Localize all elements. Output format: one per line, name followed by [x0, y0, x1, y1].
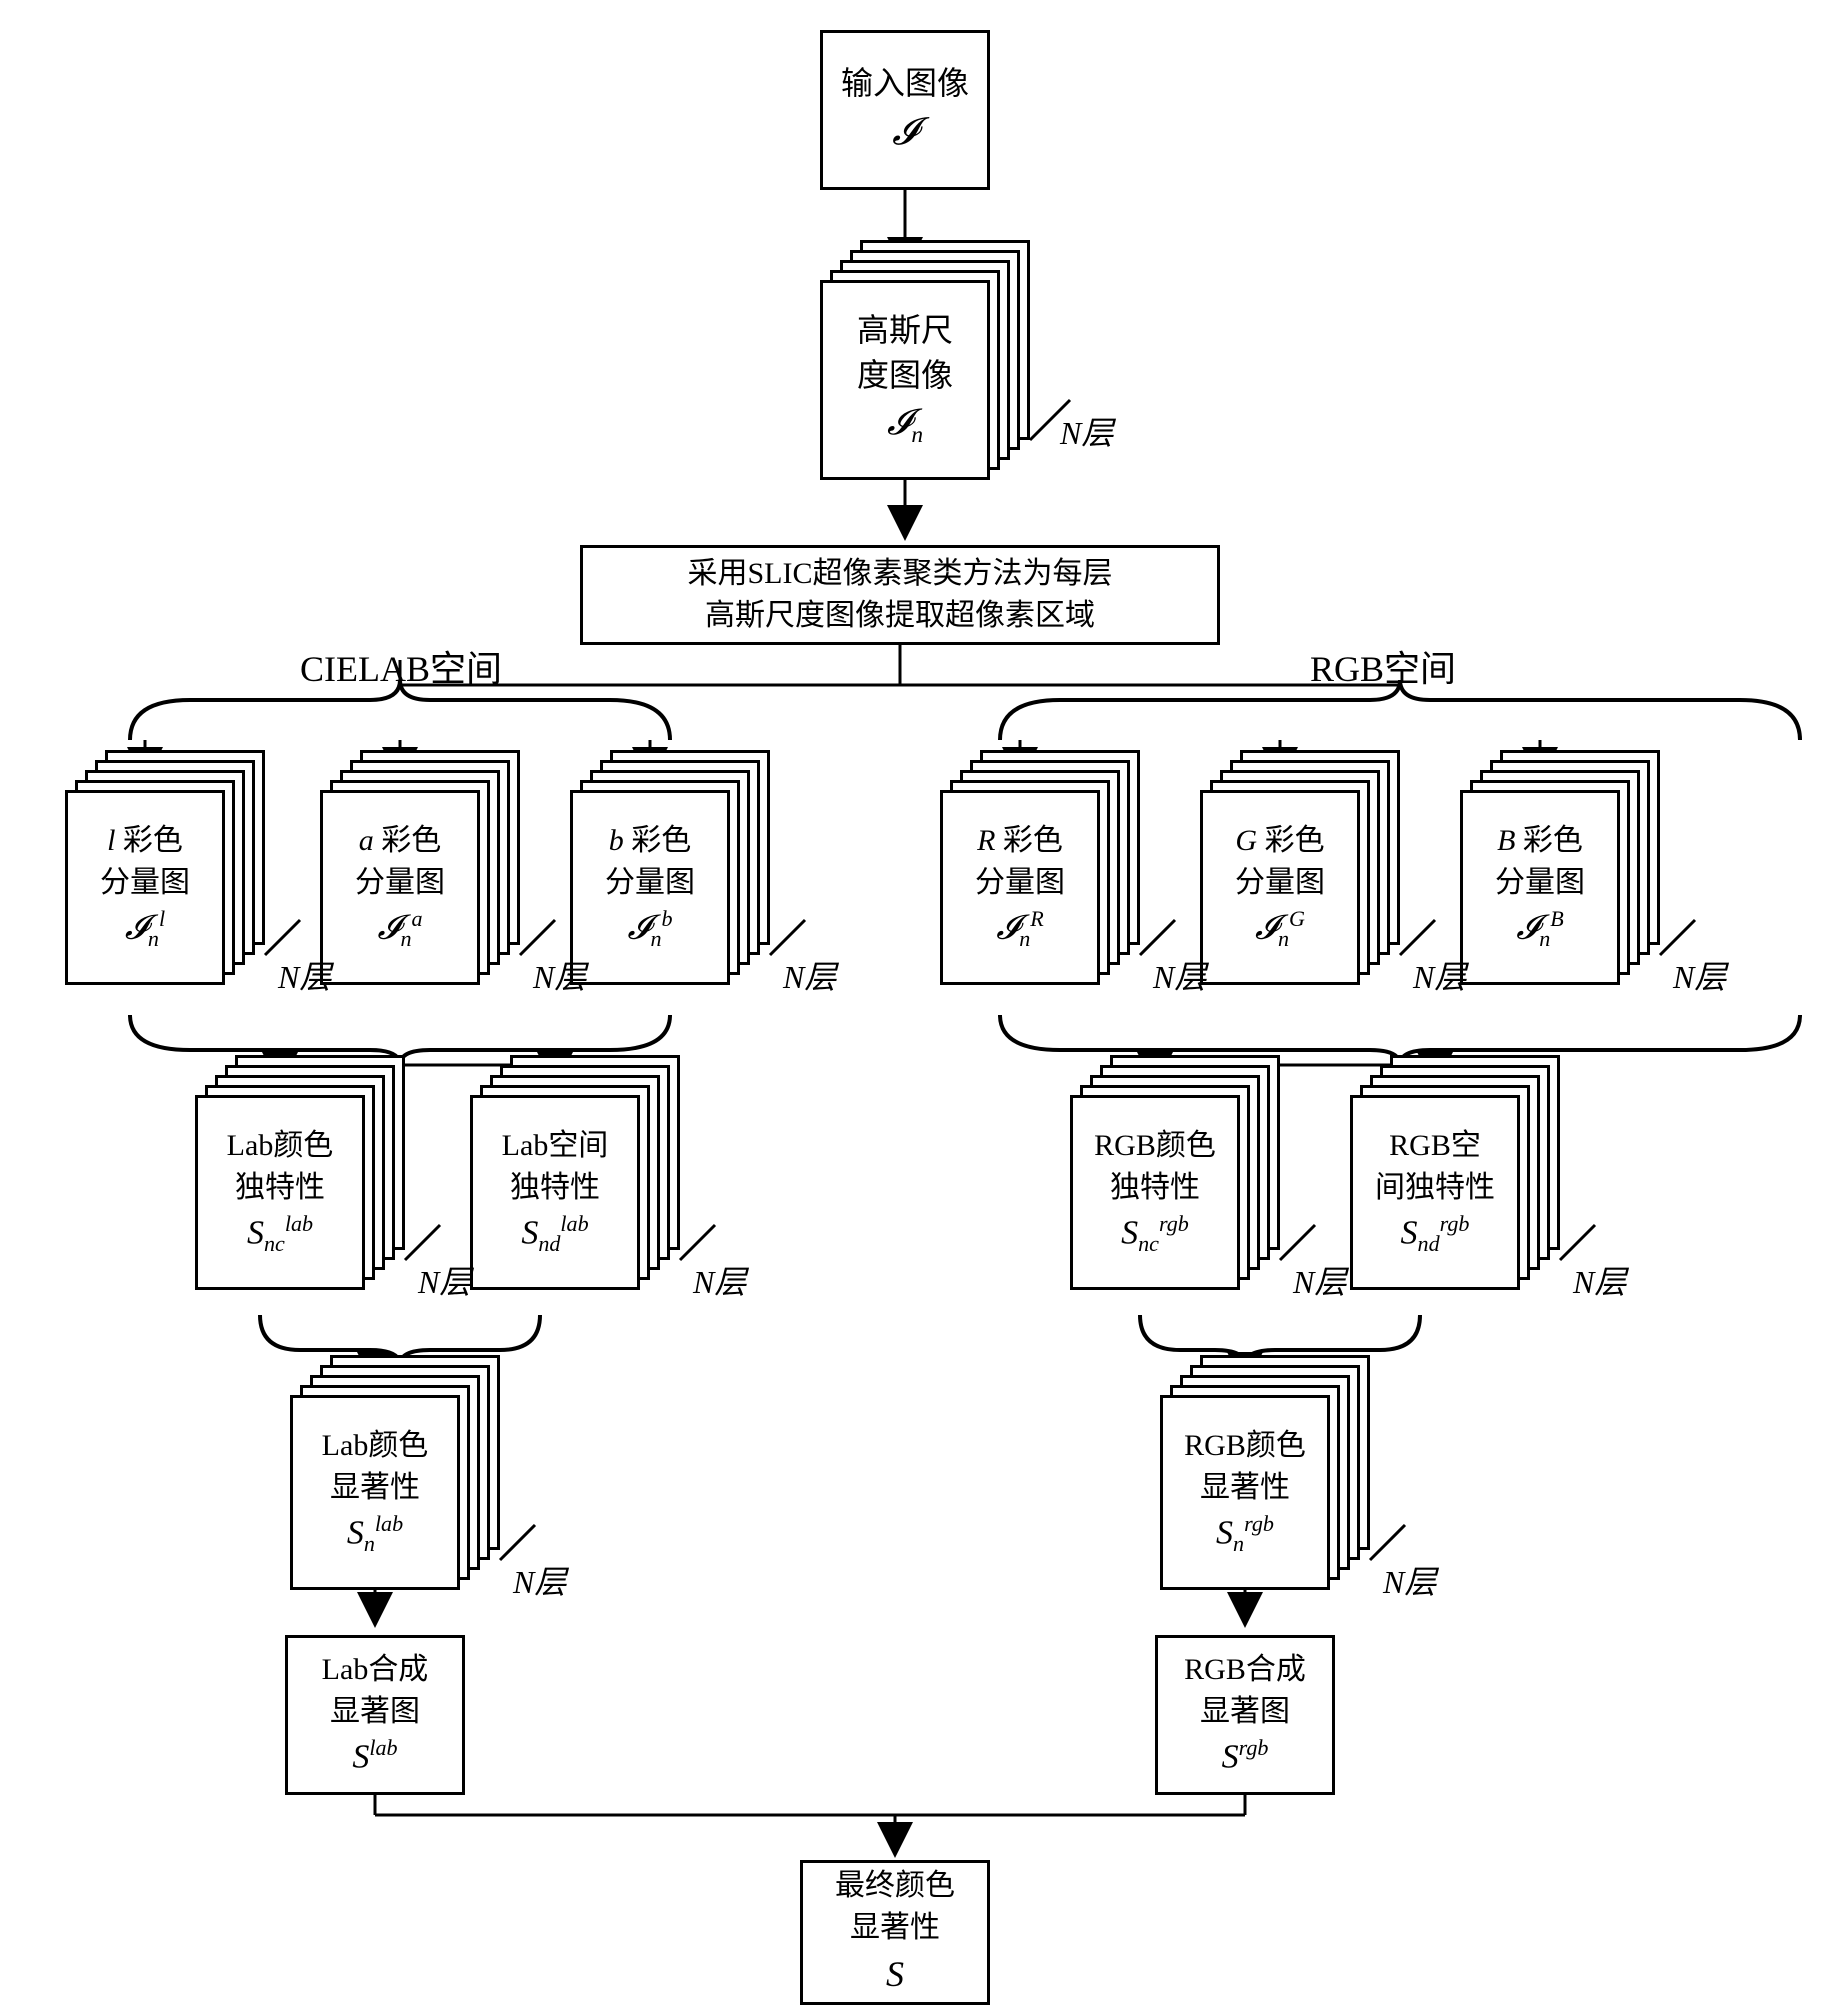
node-l-comp: l l 彩色彩色 分量图 𝓘nl: [65, 790, 225, 985]
input-line1: 输入图像: [841, 61, 969, 106]
nlayer-b: N层: [783, 952, 836, 998]
nlayer-labsal: N层: [513, 1557, 566, 1603]
cielab-label: CIELAB空间: [300, 640, 502, 692]
node-rgb-sal: RGB颜色 显著性 Snrgb: [1160, 1395, 1330, 1590]
node-lab-sal: Lab颜色 显著性 Snlab: [290, 1395, 460, 1590]
node-input: 输入图像 𝓘: [820, 30, 990, 190]
nlayer-l: N层: [278, 952, 331, 998]
nlayer-r: N层: [1153, 952, 1206, 998]
node-r-comp: R 彩色 分量图 𝓘nR: [940, 790, 1100, 985]
nlayer-rgbspace: N层: [1573, 1257, 1626, 1303]
node-b-comp: b 彩色 分量图 𝓘nb: [570, 790, 730, 985]
nlayer-rgbsal: N层: [1383, 1557, 1436, 1603]
node-gauss-stack: 高斯尺 度图像 𝓘n: [820, 280, 990, 480]
node-lab-color: Lab颜色 独特性 Snclab: [195, 1095, 365, 1290]
node-final: 最终颜色 显著性 S: [800, 1860, 990, 2005]
node-lab-syn: Lab合成 显著图 Slab: [285, 1635, 465, 1795]
node-rgb-color: RGB颜色 独特性 Sncrgb: [1070, 1095, 1240, 1290]
nlayer-g: N层: [1413, 952, 1466, 998]
node-g-comp: G 彩色 分量图 𝓘nG: [1200, 790, 1360, 985]
node-lab-space: Lab空间 独特性 Sndlab: [470, 1095, 640, 1290]
nlayer-bcap: N层: [1673, 952, 1726, 998]
node-rgb-syn: RGB合成 显著图 Srgb: [1155, 1635, 1335, 1795]
gauss-nlayer: N层: [1060, 408, 1113, 454]
node-slic: 采用SLIC超像素聚类方法为每层 高斯尺度图像提取超像素区域: [580, 545, 1220, 645]
nlayer-labcolor: N层: [418, 1257, 471, 1303]
gauss-line2: 度图像: [857, 353, 953, 398]
nlayer-labspace: N层: [693, 1257, 746, 1303]
rgb-label: RGB空间: [1310, 640, 1456, 692]
nlayer-a: N层: [533, 952, 586, 998]
slic-line2: 高斯尺度图像提取超像素区域: [705, 595, 1095, 637]
node-rgb-space: RGB空 间独特性 Sndrgb: [1350, 1095, 1520, 1290]
input-symbol: 𝓘: [892, 106, 918, 159]
gauss-line1: 高斯尺: [857, 308, 953, 353]
slic-line1: 采用SLIC超像素聚类方法为每层: [687, 553, 1112, 595]
node-bcap-comp: B 彩色 分量图 𝓘nB: [1460, 790, 1620, 985]
nlayer-rgbcolor: N层: [1293, 1257, 1346, 1303]
node-a-comp: a 彩色 分量图 𝓘na: [320, 790, 480, 985]
